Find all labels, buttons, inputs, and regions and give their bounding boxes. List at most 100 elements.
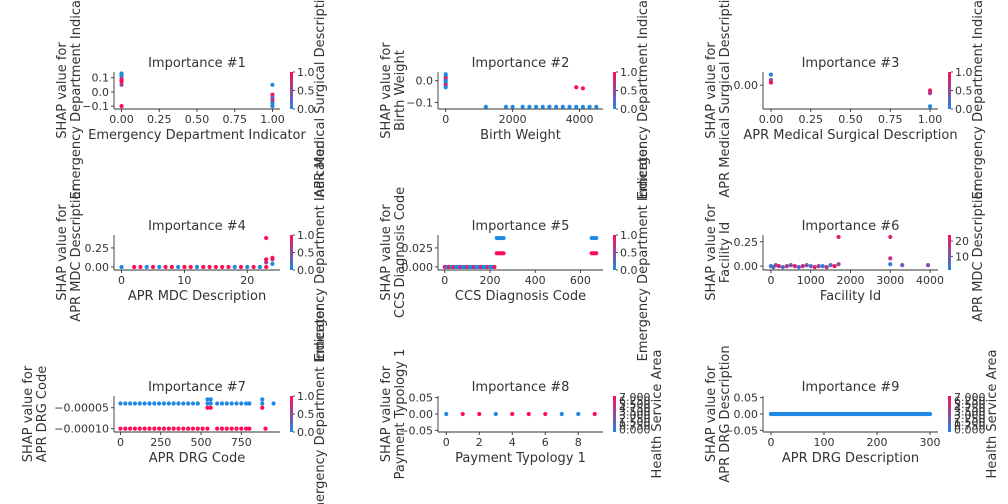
chart-title: Importance #2 — [472, 56, 570, 71]
y-tick-label: −0.05 — [399, 424, 433, 437]
data-point — [820, 264, 825, 269]
colorbar-tick-label: 0.0 — [955, 103, 973, 116]
x-tick-label: 1.00 — [260, 113, 285, 126]
chart-title: Importance #7 — [148, 380, 246, 395]
data-point — [161, 426, 167, 431]
data-point — [888, 256, 893, 261]
data-point — [594, 251, 599, 256]
colorbar-tick-label: 0.000 — [619, 423, 651, 436]
data-point — [229, 426, 234, 431]
x-axis-label: APR DRG Code — [149, 451, 245, 466]
y-axis-label: SHAP value forAPR MDC Description — [55, 183, 84, 321]
colorbar-tick-label: 0.5 — [297, 408, 315, 421]
data-point — [119, 82, 124, 87]
data-point — [594, 235, 599, 241]
colorbar-tick-label: 3.000 — [619, 409, 651, 422]
data-point — [510, 411, 515, 417]
data-point — [201, 264, 206, 270]
data-point — [169, 264, 174, 270]
data-point — [836, 262, 841, 267]
data-point — [260, 397, 265, 402]
colorbar-tick-label: 0.750 — [619, 420, 651, 433]
x-tick-label: 600 — [570, 274, 591, 287]
x-tick-label: 0 — [441, 274, 448, 287]
y-tick-label: 0.05 — [734, 392, 759, 405]
data-point — [207, 264, 212, 270]
x-tick-label: 0 — [118, 274, 125, 287]
color-bar — [948, 396, 951, 432]
y-tick-label: −0.1 — [82, 100, 109, 113]
data-point — [264, 257, 269, 262]
data-point — [804, 263, 809, 268]
x-axis-label: Birth Weight — [480, 128, 561, 143]
colorbar-tick-label: 0.5 — [955, 85, 973, 98]
x-tick-label: 1.00 — [918, 113, 943, 126]
x-tick-label: 0.75 — [878, 113, 903, 126]
x-tick-label: 400 — [525, 274, 546, 287]
data-point — [796, 264, 801, 270]
data-point — [812, 264, 817, 270]
data-point — [220, 264, 225, 270]
y-axis-label: SHAP value forPayment Typology 1 — [379, 349, 408, 480]
data-point — [123, 401, 128, 406]
data-point — [501, 235, 506, 241]
colorbar-tick-label: 5.500 — [619, 398, 651, 411]
data-point — [152, 401, 157, 406]
data-point — [245, 264, 250, 270]
data-point — [263, 426, 268, 431]
data-point — [215, 426, 220, 431]
data-point — [219, 426, 225, 431]
panel-1: Importance #10.00 0.25 0.50 0.75 1.00−0.10.0… — [55, 0, 328, 199]
x-tick-label: 200 — [867, 436, 888, 449]
data-point — [234, 401, 239, 406]
x-tick-label: 3000 — [876, 274, 904, 287]
x-tick-label: 2 — [476, 436, 483, 449]
colorbar-tick-label: 20 — [955, 235, 969, 248]
y-tick-label: −0.00010 — [54, 423, 109, 436]
data-point — [186, 426, 191, 431]
data-point — [264, 264, 269, 270]
y-tick-label: −0.05 — [724, 424, 758, 437]
data-point — [554, 104, 559, 109]
data-point — [132, 401, 138, 406]
colorbar-label: Emergency Department Indicator — [971, 0, 986, 199]
data-point — [161, 401, 167, 406]
colorbar-label: Health Service Area — [985, 350, 1000, 479]
x-tick-label: 0.75 — [222, 113, 247, 126]
colorbar-tick-label: 0.0 — [620, 264, 638, 277]
data-point — [576, 411, 581, 417]
data-point — [888, 262, 893, 267]
data-point — [768, 72, 774, 77]
data-point — [264, 260, 269, 265]
data-point — [190, 426, 196, 431]
x-tick-label: 500 — [191, 436, 212, 449]
chart-title: Importance #5 — [472, 219, 570, 234]
data-point — [166, 401, 171, 406]
data-point — [181, 426, 186, 431]
color-bar — [948, 72, 951, 109]
x-tick-label: 0.25 — [798, 113, 823, 126]
data-point — [828, 263, 833, 268]
data-point — [224, 401, 229, 406]
colorbar-tick-label: 2.250 — [954, 413, 986, 426]
data-point — [784, 264, 789, 269]
data-point — [792, 264, 797, 269]
color-bar — [290, 235, 293, 270]
colorbar-tick-label: 0.000 — [954, 423, 986, 436]
colorbar-tick-label: 5.500 — [954, 398, 986, 411]
data-point — [137, 401, 142, 406]
y-tick-label: 0.25 — [85, 242, 110, 255]
colorbar-label: Emergency Department Indicator — [313, 304, 328, 504]
data-point — [824, 264, 829, 270]
data-point — [137, 426, 142, 431]
data-point — [215, 401, 220, 406]
data-point — [132, 264, 137, 270]
data-point — [251, 264, 256, 270]
color-bar — [290, 396, 293, 432]
colorbar-tick-label: 7.000 — [954, 391, 986, 404]
data-point — [800, 264, 805, 269]
y-axis-label: SHAP value forAPR DRG Description — [704, 345, 733, 482]
color-bar — [613, 72, 616, 109]
colorbar-tick-label: 1.0 — [297, 66, 315, 79]
data-point — [927, 104, 933, 109]
